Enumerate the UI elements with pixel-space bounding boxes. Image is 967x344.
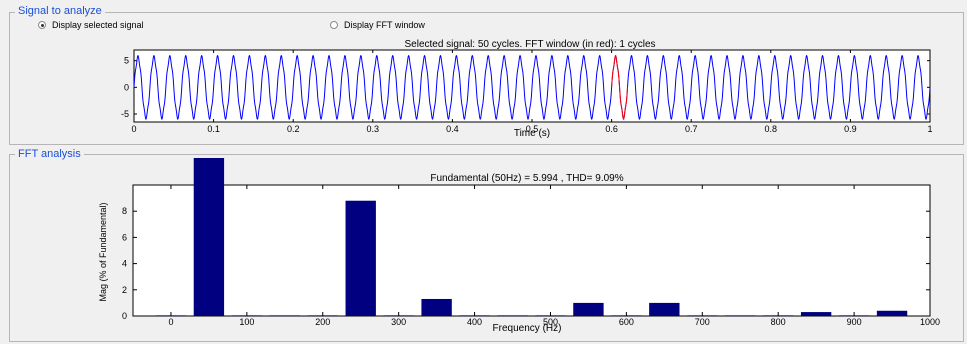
display-fft-window-label: Display FFT window (344, 20, 425, 30)
signal-xtick-label: 0.1 (207, 124, 220, 134)
fft-ylabel: Mag (% of Fundamental) (98, 202, 108, 301)
fft-bar (269, 315, 300, 317)
fft-plot-area (132, 184, 931, 317)
signal-ytick-label: -5 (121, 109, 129, 119)
fft-axis-ticks: 0 100 200 300 400 500 600 700 800 900 1000 0 2 4 6 8 (122, 185, 940, 327)
fft-bar (649, 302, 680, 316)
fft-bar (800, 312, 832, 316)
fft-ytick-label: 8 (122, 206, 127, 216)
signal-xtick-label: 0.6 (605, 124, 618, 134)
display-selected-signal-radio[interactable]: Display selected signal (38, 20, 144, 30)
signal-ytick-label: 5 (124, 56, 129, 66)
fft-xtick-label: 200 (315, 317, 330, 327)
display-fft-window-radio[interactable]: Display FFT window (330, 20, 425, 30)
fft-xlabel: Frequency (Hz) (493, 323, 562, 334)
signal-xtick-label: 0.2 (287, 124, 300, 134)
signal-xtick-label: 0.7 (685, 124, 698, 134)
fft-ytick-label: 2 (122, 285, 127, 295)
signal-chart-title: Selected signal: 50 cycles. FFT window (… (404, 39, 655, 50)
signal-waveform-line (133, 54, 931, 120)
fft-bar (497, 315, 528, 317)
fft-panel (9, 154, 964, 342)
signal-xtick-label: 0.9 (844, 124, 857, 134)
fft-xtick-label: 800 (771, 317, 786, 327)
signal-xtick-label: 0.3 (367, 124, 380, 134)
fft-bar (421, 298, 452, 316)
signal-xtick-label: 0.5 (526, 124, 539, 134)
fft-xtick-label: 500 (543, 317, 558, 327)
fft-ytick-label: 0 (122, 311, 127, 321)
fft-xtick-label: 1000 (920, 317, 940, 327)
fft-ytick-label: 4 (122, 259, 127, 269)
fft-xtick-label: 0 (168, 317, 173, 327)
signal-xtick-label: 1 (927, 124, 932, 134)
signal-xtick-label: 0 (131, 124, 136, 134)
fft-xtick-label: 400 (467, 317, 482, 327)
fft-xtick-label: 700 (695, 317, 710, 327)
fft-ytick-label: 6 (122, 232, 127, 242)
fft-chart-title: Fundamental (50Hz) = 5.994 , THD= 9.09% (430, 173, 623, 184)
fft-xtick-label: 300 (391, 317, 406, 327)
radio-unselected-indicator (330, 21, 338, 29)
signal-xlabel: Time (s) (514, 128, 550, 139)
signal-panel (9, 12, 964, 145)
fft-bar (193, 158, 225, 316)
fft-bar (876, 310, 908, 316)
fft-bar (573, 302, 604, 316)
fft-xtick-label: 100 (239, 317, 254, 327)
signal-xtick-label: 0.4 (446, 124, 459, 134)
radio-selected-indicator (38, 21, 46, 29)
fft-window-waveform-line (611, 54, 629, 120)
fft-xtick-label: 900 (847, 317, 862, 327)
fft-xtick-label: 600 (619, 317, 634, 327)
fft-bar (725, 315, 756, 317)
signal-ytick-label: 0 (124, 82, 129, 92)
signal-panel-legend: Signal to analyze (15, 5, 105, 17)
fft-panel-legend: FFT analysis (15, 148, 84, 160)
fft-bar (345, 200, 376, 316)
signal-xtick-label: 0.8 (765, 124, 778, 134)
signal-axis-ticks: 0 0.1 0.2 0.3 0.4 0.5 0.6 0.7 0.8 0.9 1-505 (121, 50, 933, 134)
display-selected-signal-label: Display selected signal (52, 20, 144, 30)
